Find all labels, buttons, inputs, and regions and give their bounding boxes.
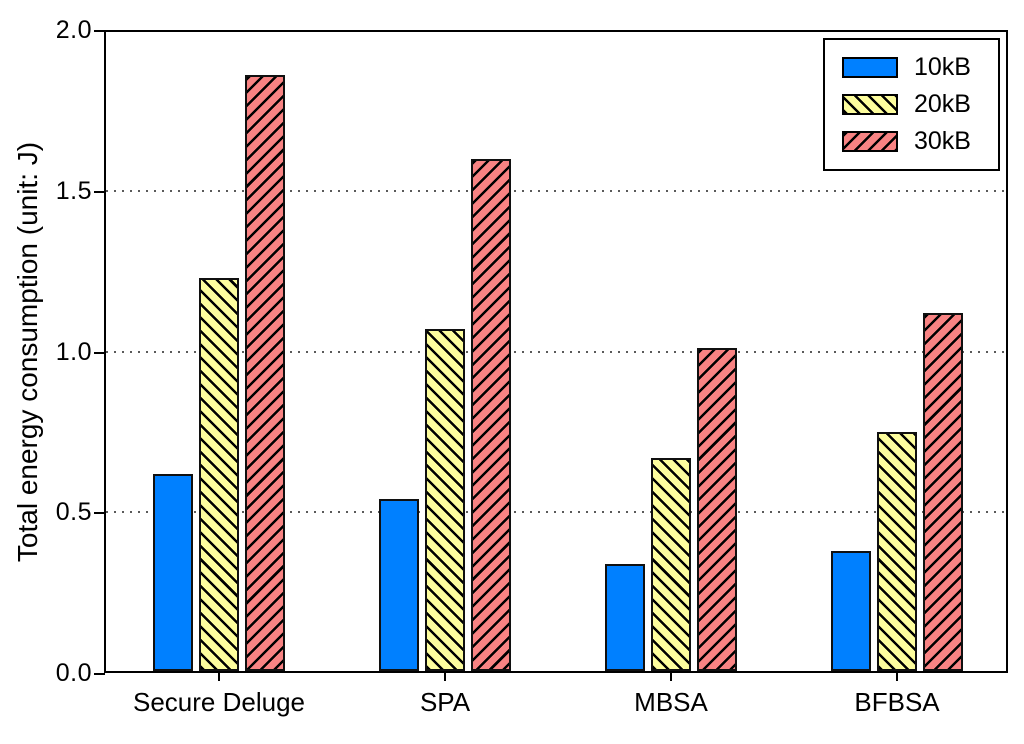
x-axis-category-label: Secure Deluge [133, 687, 305, 717]
x-tick-mark [218, 671, 220, 681]
y-axis-tick-label: 2.0 [55, 15, 92, 44]
bar-30kB-mbsa [697, 348, 737, 671]
y-axis-tick-label: 0.0 [55, 658, 92, 687]
legend-entry: 30kB [842, 128, 998, 155]
x-axis-category-label: BFBSA [854, 687, 940, 717]
x-tick-mark [670, 671, 672, 681]
y-axis-tick-label: 1.5 [55, 176, 92, 205]
bar-30kB-spa [471, 159, 511, 671]
x-tick-mark [444, 671, 446, 681]
legend: 10kB 20kB 30kB [823, 38, 1000, 171]
bar-20kB-secure-deluge [199, 278, 239, 671]
legend-entry: 10kB [842, 54, 998, 81]
y-tick-mark [94, 352, 105, 354]
legend-label: 30kB [914, 127, 971, 155]
legend-swatch-30kB [842, 131, 898, 152]
x-axis-category-label: SPA [419, 687, 471, 717]
gridline [106, 511, 1006, 513]
bar-30kB-secure-deluge [245, 75, 285, 671]
bar-10kB-bfbsa [831, 551, 871, 671]
gridline [106, 190, 1006, 192]
y-tick-mark [94, 191, 105, 193]
bar-20kB-mbsa [651, 458, 691, 671]
y-tick-mark [94, 512, 105, 514]
legend-label: 10kB [914, 53, 971, 81]
y-tick-mark [94, 30, 105, 32]
y-tick-mark [94, 673, 105, 675]
legend-entry: 20kB [842, 91, 998, 118]
bar-10kB-mbsa [605, 564, 645, 671]
legend-swatch-10kB [842, 57, 898, 78]
bar-20kB-spa [425, 329, 465, 671]
y-axis-tick-label: 1.0 [55, 337, 92, 366]
legend-label: 20kB [914, 90, 971, 118]
bar-10kB-secure-deluge [153, 474, 193, 671]
bar-20kB-bfbsa [877, 432, 917, 671]
y-axis-tick-label: 0.5 [55, 497, 92, 526]
gridline [106, 351, 1006, 353]
x-tick-mark [896, 671, 898, 681]
x-axis-category-label: MBSA [634, 687, 708, 717]
bar-10kB-spa [379, 499, 419, 671]
bar-30kB-bfbsa [923, 313, 963, 671]
legend-swatch-20kB [842, 94, 898, 115]
